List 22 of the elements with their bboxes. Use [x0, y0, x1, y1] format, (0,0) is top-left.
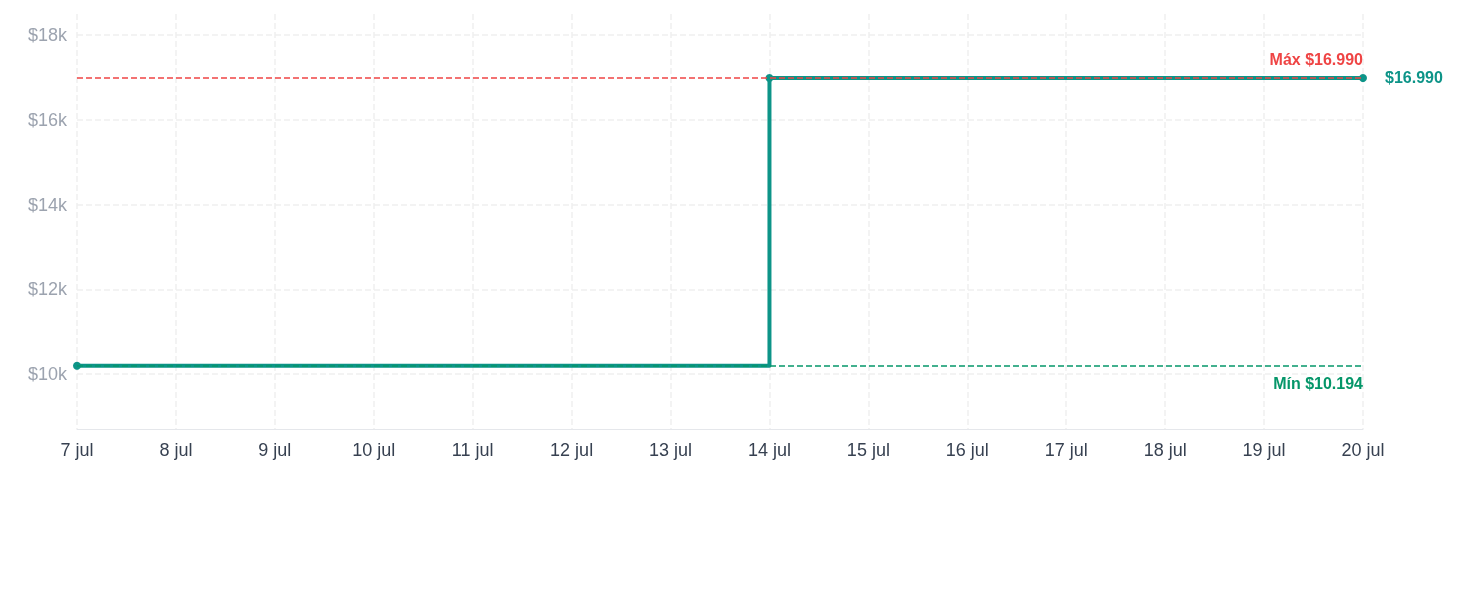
- y-tick-label: $14k: [27, 194, 68, 215]
- ref-line-label: Mín $10.194: [1273, 375, 1364, 393]
- x-tick-label: 16 jul: [945, 440, 989, 460]
- x-tick-label: 20 jul: [1341, 440, 1385, 460]
- x-tick-label: 17 jul: [1044, 440, 1088, 460]
- x-tick-label: 14 jul: [747, 440, 791, 460]
- x-tick-label: 12 jul: [550, 440, 594, 460]
- x-tick-label: 11 jul: [451, 440, 494, 460]
- x-tick-label: 19 jul: [1242, 440, 1286, 460]
- ref-line-label: Máx $16.990: [1269, 51, 1364, 69]
- y-tick-label: $16k: [27, 109, 68, 130]
- x-tick-label: 15 jul: [846, 440, 890, 460]
- x-tick-label: 9 jul: [258, 440, 292, 460]
- data-label: $16.990: [1385, 69, 1443, 87]
- x-tick-label: 7 jul: [60, 440, 94, 460]
- y-tick-label: $10k: [27, 363, 68, 384]
- y-tick-label: $12k: [27, 279, 68, 300]
- x-tick-label: 10 jul: [352, 440, 396, 460]
- x-tick-label: 13 jul: [649, 440, 693, 460]
- x-tick-label: 18 jul: [1143, 440, 1187, 460]
- x-tick-label: 8 jul: [159, 440, 193, 460]
- y-tick-label: $18k: [27, 25, 68, 46]
